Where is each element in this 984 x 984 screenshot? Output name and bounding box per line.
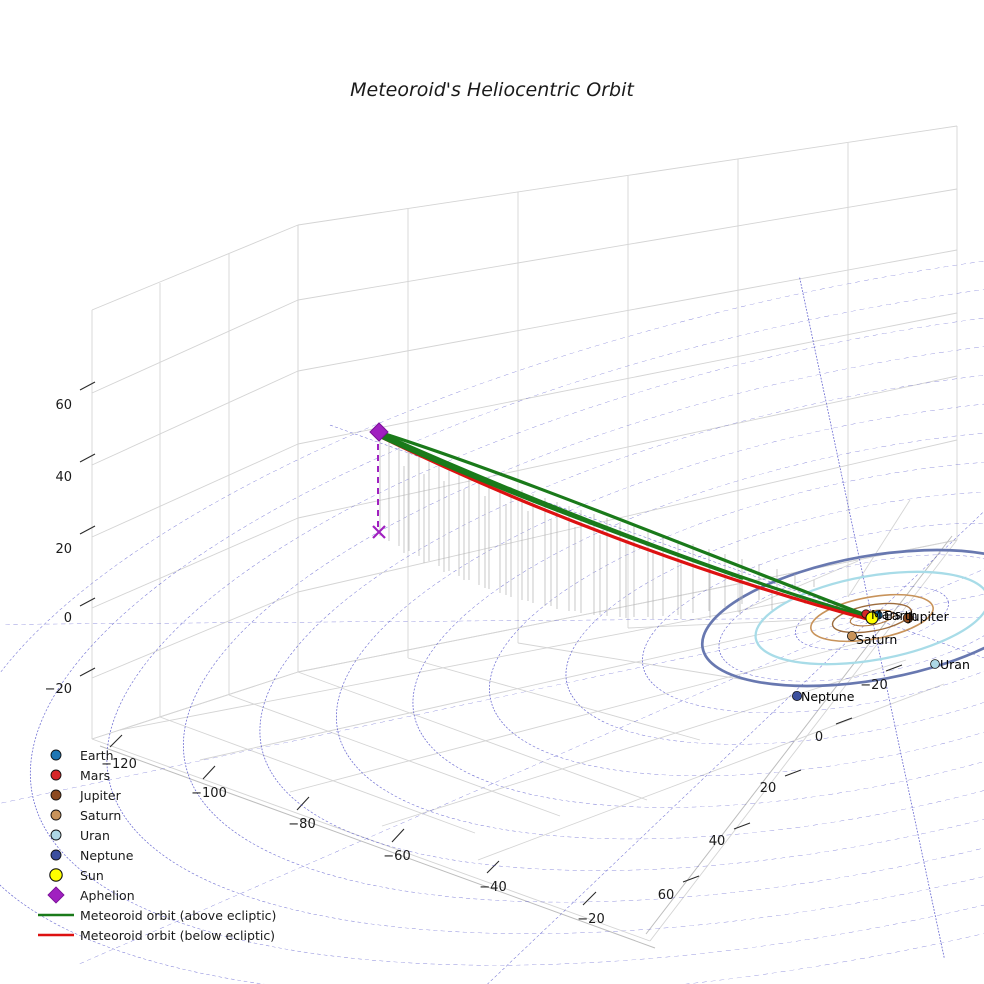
left-wall-grid [91, 224, 299, 740]
legend-marker-mars [50, 769, 62, 781]
legend-label-mars: Mars [80, 768, 110, 783]
svg-text:−40: −40 [479, 880, 506, 895]
legend-label-orbit-below: Meteoroid orbit (below ecliptic) [80, 928, 275, 943]
svg-text:40: 40 [709, 834, 726, 849]
orbit-ring-jupiter [831, 602, 913, 634]
legend-marker-uran [50, 829, 62, 841]
floor-grid [91, 539, 958, 942]
aphelion-diamond-marker [369, 422, 389, 442]
svg-text:0: 0 [64, 611, 72, 626]
planet-labels: Mars Earth Jupiter Saturn Uran Neptune [801, 607, 970, 704]
planet-label-saturn: Saturn [856, 632, 897, 647]
legend-label-orbit-above: Meteoroid orbit (above ecliptic) [80, 908, 276, 923]
svg-text:20: 20 [55, 542, 72, 557]
planet-label-jupiter: Jupiter [907, 609, 950, 624]
orbit-above-ecliptic-outbound [377, 430, 873, 619]
planet-markers [792, 609, 940, 702]
planet-orbit-rings [700, 548, 984, 688]
svg-text:60: 60 [55, 398, 72, 413]
orbit-above-overlay [377, 434, 744, 580]
orbit-ring-uran [754, 570, 984, 666]
svg-text:−20: −20 [45, 682, 72, 697]
legend-label-jupiter: Jupiter [79, 788, 122, 803]
legend-marker-earth [50, 749, 62, 761]
orbit-ring-neptune [700, 548, 984, 688]
marker-uran [930, 659, 940, 669]
legend-label-earth: Earth [80, 748, 114, 763]
svg-text:−60: −60 [383, 849, 410, 864]
marker-saturn [847, 631, 858, 642]
orbit-ring-saturn [810, 593, 934, 643]
svg-text:0: 0 [815, 730, 823, 745]
aphelion-markers [369, 422, 389, 539]
marker-neptune [792, 691, 803, 702]
svg-text:−120: −120 [101, 757, 137, 772]
polar-grid [0, 221, 984, 984]
svg-text:−20: −20 [577, 912, 604, 927]
legend-marker-neptune [50, 849, 62, 861]
legend-marker-sun [49, 868, 63, 882]
orbit-ring-mars [849, 609, 895, 627]
page-title: Meteoroid's Heliocentric Orbit [350, 79, 635, 101]
svg-text:−100: −100 [191, 786, 227, 801]
legend-marker-aphelion [47, 886, 65, 904]
svg-text:−80: −80 [288, 817, 315, 832]
meteoroid-orbit [377, 430, 873, 622]
back-wall-grid [297, 125, 958, 673]
legend: Earth Mars Jupiter Saturn Uran Neptune S… [38, 748, 276, 943]
planet-label-earth: Earth [884, 608, 918, 623]
legend-label-sun: Sun [80, 868, 104, 883]
orbit-stem-lines [379, 436, 815, 619]
legend-label-saturn: Saturn [80, 808, 121, 823]
marker-jupiter [902, 612, 914, 624]
tick-marks [79, 381, 903, 906]
svg-text:60: 60 [658, 888, 675, 903]
marker-sun [865, 611, 879, 625]
svg-text:40: 40 [55, 470, 72, 485]
legend-label-aphelion: Aphelion [80, 888, 135, 903]
planet-label-mars: Mars [871, 607, 901, 622]
z-axis-tick-labels: 60 40 20 0 −20 [45, 398, 72, 697]
legend-label-uran: Uran [80, 828, 110, 843]
axes-panes [91, 125, 958, 949]
y-axis-tick-labels: −20 0 20 40 60 [658, 678, 888, 903]
floor-edge [99, 535, 953, 949]
svg-text:−20: −20 [860, 678, 887, 693]
svg-text:20: 20 [760, 781, 777, 796]
floor-gridlines [119, 499, 945, 861]
planet-label-neptune: Neptune [801, 689, 855, 704]
x-axis-tick-labels: −120 −100 −80 −60 −40 −20 [101, 757, 605, 927]
legend-marker-jupiter [50, 789, 62, 801]
legend-label-neptune: Neptune [80, 848, 134, 863]
legend-marker-saturn [50, 809, 62, 821]
planet-label-uran: Uran [940, 657, 970, 672]
aphelion-projection-x-marker [372, 525, 386, 539]
